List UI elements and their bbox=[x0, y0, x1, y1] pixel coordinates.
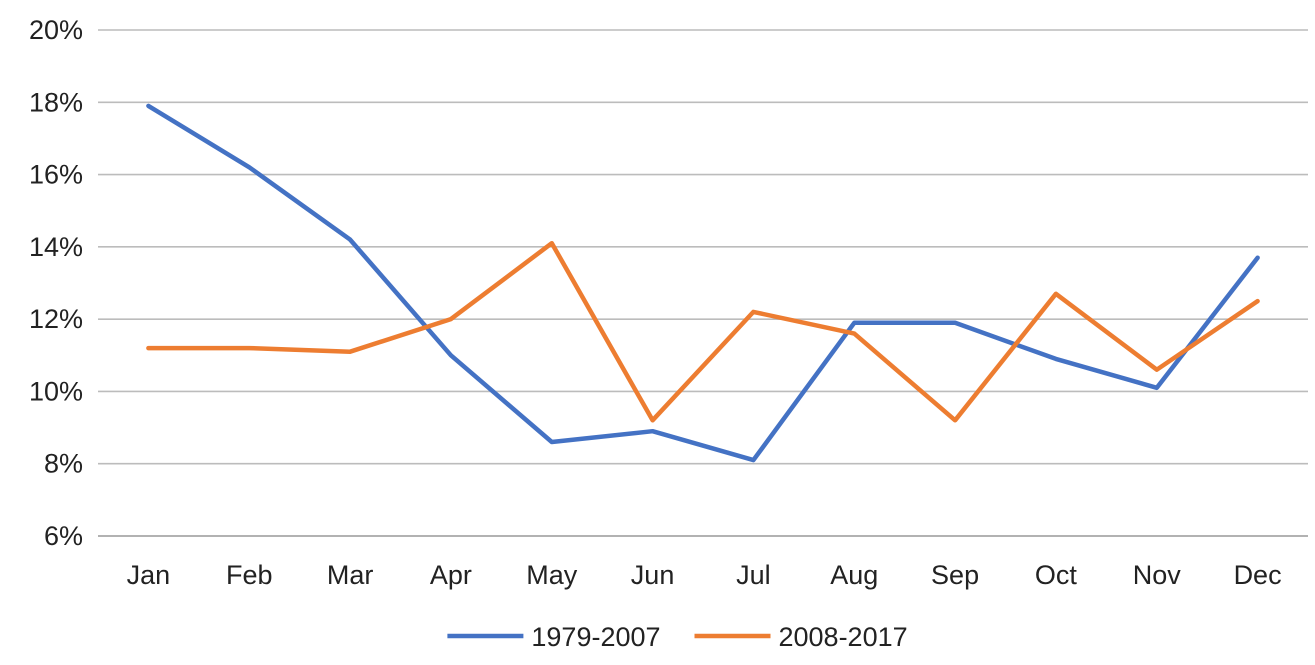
legend-item: 1979-2007 bbox=[447, 622, 661, 652]
x-tick-label: Oct bbox=[1035, 560, 1078, 590]
y-tick-label: 16% bbox=[29, 160, 83, 190]
x-tick-label: Jul bbox=[736, 560, 771, 590]
x-tick-label: May bbox=[526, 560, 578, 590]
grid-layer bbox=[98, 29, 1308, 537]
y-tick-label: 14% bbox=[29, 232, 83, 262]
x-tick-label: Aug bbox=[830, 560, 878, 590]
y-tick-label: 10% bbox=[29, 376, 83, 406]
y-tick-label: 20% bbox=[29, 15, 83, 45]
x-tick-label: Nov bbox=[1133, 560, 1182, 590]
series-layer bbox=[146, 103, 1260, 463]
y-tick-label: 8% bbox=[44, 449, 83, 479]
legend: 1979-2007 2008-2017 bbox=[447, 622, 908, 652]
series-line-1979-2007 bbox=[146, 103, 1260, 463]
legend-label: 2008-2017 bbox=[779, 622, 908, 652]
x-tick-label: Jun bbox=[631, 560, 675, 590]
x-tick-label: Apr bbox=[430, 560, 472, 590]
x-tick-label: Dec bbox=[1234, 560, 1282, 590]
x-tick-label: Feb bbox=[226, 560, 273, 590]
x-tick-label: Sep bbox=[931, 560, 979, 590]
y-tick-label: 6% bbox=[44, 521, 83, 551]
x-tick-label: Mar bbox=[327, 560, 374, 590]
y-axis-ticks: 6% 8% 10% 12% 14% 16% 18% 20% bbox=[29, 15, 83, 551]
legend-item: 2008-2017 bbox=[694, 622, 908, 652]
x-axis-ticks: Jan Feb Mar Apr May Jun Jul Aug Sep Oct Nov Dec bbox=[127, 560, 1282, 590]
series-line-2008-2017 bbox=[146, 240, 1260, 423]
legend-label: 1979-2007 bbox=[531, 622, 660, 652]
y-tick-label: 12% bbox=[29, 304, 83, 334]
y-tick-label: 18% bbox=[29, 87, 83, 117]
x-tick-label: Jan bbox=[127, 560, 171, 590]
